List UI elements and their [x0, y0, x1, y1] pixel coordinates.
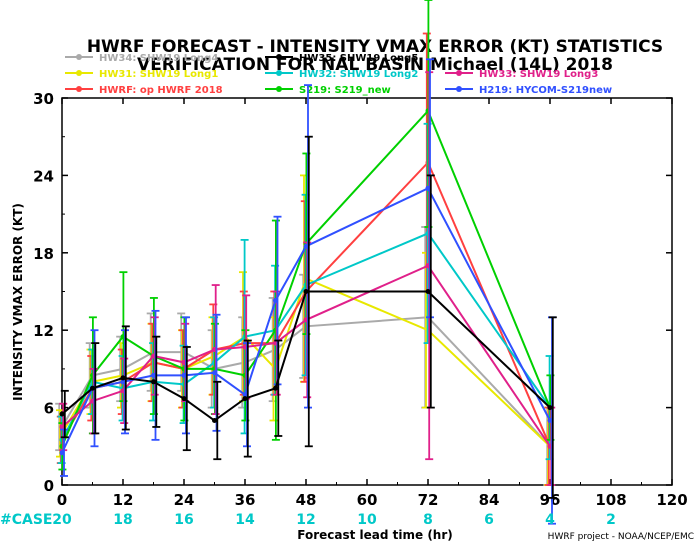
x-tick-label: 108: [595, 491, 626, 509]
data-point: [181, 372, 187, 378]
legend-entry: HW34: SHW19 Long4: [65, 53, 218, 64]
data-point: [151, 372, 156, 378]
data-point: [59, 424, 65, 430]
x-axis-label: Forecast lead time (hr): [297, 528, 453, 542]
data-point: [273, 298, 278, 304]
case-count: 12: [296, 512, 315, 528]
x-tick-label: 24: [174, 491, 195, 509]
legend-entry: HW33: SHW19 Long3: [445, 69, 598, 80]
data-point: [212, 370, 217, 376]
legend-marker: [456, 70, 462, 76]
x-tick-label: 84: [479, 491, 500, 509]
legend-label: HWRF: op HWRF 2018: [99, 85, 223, 96]
data-point: [303, 243, 309, 249]
data-point: [242, 392, 248, 398]
legend-entry: HWRF: op HWRF 2018: [65, 85, 223, 96]
legend-entry: HW31: SHW19 Long1: [65, 69, 218, 80]
case-count: 6: [484, 512, 494, 528]
x-tick-label: 96: [540, 491, 561, 509]
case-count: 10: [357, 512, 377, 528]
data-point: [547, 405, 553, 411]
x-tick-label: 60: [357, 491, 378, 509]
case-count: 2: [606, 512, 616, 528]
data-point: [151, 379, 156, 385]
case-count: 20: [52, 512, 72, 528]
data-point: [425, 289, 431, 294]
legend-label: HW35: SHW19 Long5: [299, 53, 418, 64]
case-count: 16: [174, 512, 193, 528]
legend-entry: S219: S219_new: [265, 85, 391, 96]
case-counts: #CASE 20 18 16 14 12 10 8 6 4 2: [0, 512, 616, 528]
data-point: [59, 450, 65, 456]
data-point: [242, 396, 248, 402]
data-point: [547, 418, 553, 423]
chart-subtitle: VERIFICATION FOR NAL BASIN Michael (14L)…: [137, 55, 613, 75]
legend-marker: [276, 54, 282, 60]
legend-label: HW31: SHW19 Long1: [99, 69, 218, 80]
x-tick-label: 48: [296, 491, 317, 509]
y-axis-label: INTENSITY VMAX ERROR (KT): [11, 203, 25, 401]
chart-title: HWRF FORECAST - INTENSITY VMAX ERROR (KT…: [87, 37, 663, 57]
legend-label: S219: S219_new: [299, 85, 391, 96]
y-tick-label: 12: [33, 322, 54, 340]
footer-credit: HWRF project - NOAA/NCEP/EMC: [548, 532, 694, 542]
legend-label: H219: HYCOM-S219new: [479, 85, 612, 96]
legend-label: HW33: SHW19 Long3: [479, 69, 598, 80]
data-point: [212, 418, 217, 423]
data-point: [181, 396, 187, 402]
legend-label: HW32: SHW19 Long2: [299, 69, 418, 80]
y-tick-label: 6: [44, 400, 54, 418]
legend-entry: HW35: SHW19 Long5: [265, 53, 418, 64]
x-tick-label: 72: [418, 491, 439, 509]
data-point: [90, 385, 95, 391]
legend-marker: [76, 86, 82, 92]
case-count: 14: [235, 512, 255, 528]
legend: HW34: SHW19 Long4 HW35: SHW19 Long5 HW31: …: [65, 53, 612, 96]
data-point: [120, 375, 126, 381]
y-tick-label: 0: [44, 477, 54, 495]
case-count: 18: [113, 512, 132, 528]
x-tick-label: 120: [656, 491, 687, 509]
x-tick-label: 0: [57, 491, 67, 509]
legend-marker: [276, 86, 282, 92]
data-point: [59, 411, 65, 417]
data-point: [303, 289, 309, 294]
case-count: 8: [423, 512, 433, 528]
legend-marker: [456, 86, 462, 92]
legend-marker: [276, 70, 282, 76]
x-tick-label: 36: [235, 491, 256, 509]
case-count: 4: [545, 512, 555, 528]
legend-label: HW34: SHW19 Long4: [99, 53, 218, 64]
legend-entry: HW32: SHW19 Long2: [265, 69, 418, 80]
y-tick-label: 30: [33, 90, 54, 108]
legend-entry: H219: HYCOM-S219new: [445, 85, 612, 96]
series-7: [59, 135, 557, 499]
y-tick-label: 18: [33, 245, 54, 263]
legend-marker: [76, 54, 82, 60]
legend-marker: [76, 70, 82, 76]
data-point: [120, 379, 126, 385]
case-label: #CASE: [0, 512, 53, 528]
x-tick-label: 12: [113, 491, 134, 509]
y-tick-label: 24: [33, 167, 54, 185]
data-point: [425, 185, 431, 191]
data-point: [273, 385, 278, 391]
